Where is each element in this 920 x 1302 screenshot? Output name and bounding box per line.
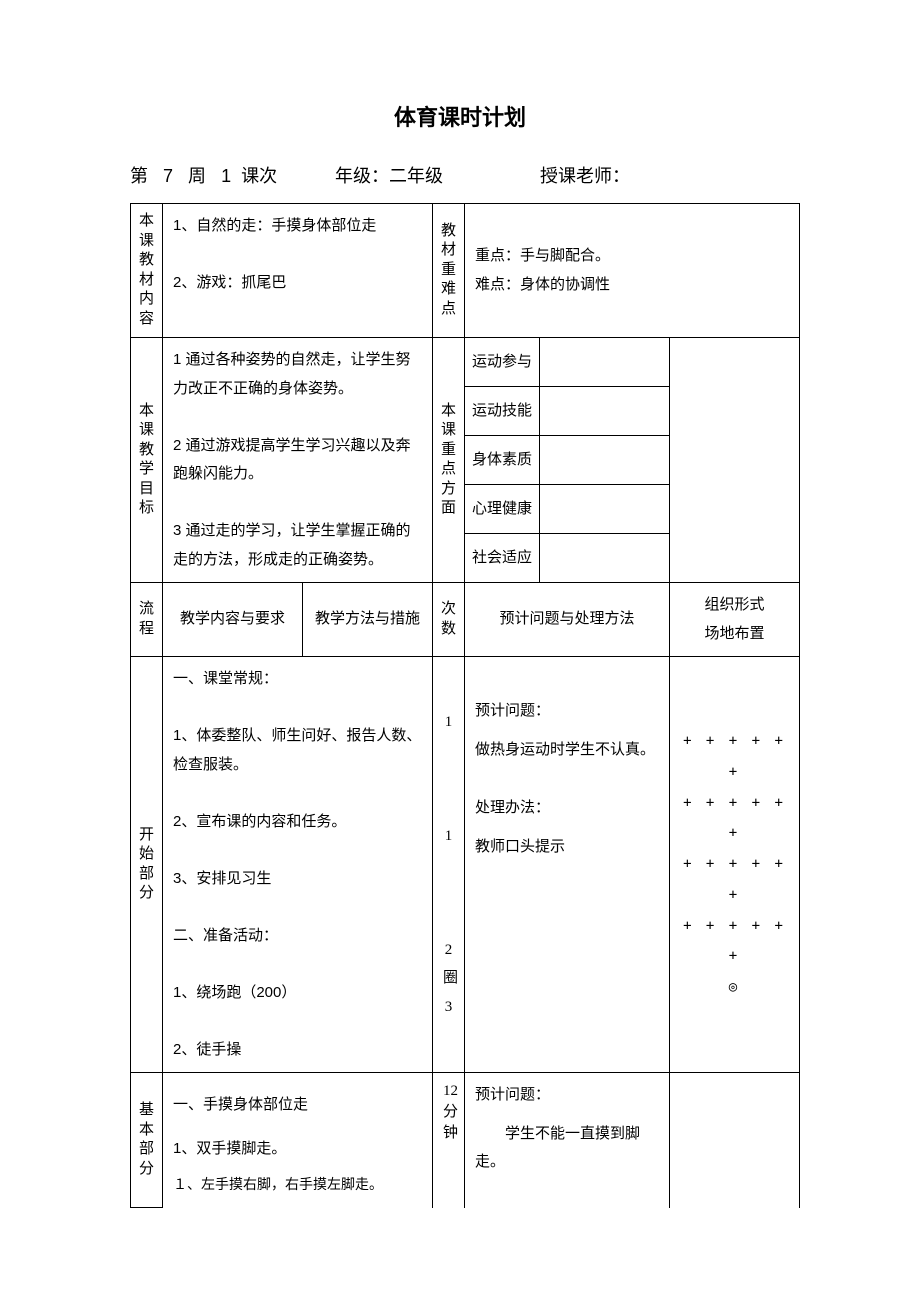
aspect-item: 心理健康	[465, 485, 540, 534]
header-process: 流程	[131, 583, 163, 657]
problems-body: 学生不能一直摸到脚走。	[475, 1120, 659, 1177]
label-material-content: 本课教材内容	[131, 204, 163, 338]
solution-body: 教师口头提示	[475, 833, 659, 862]
table-row: 本课教材内容 1、自然的走：手摸身体部位走 2、游戏：抓尾巴 教材重难点 重点：…	[131, 204, 800, 338]
aspect-blank	[540, 436, 670, 485]
teacher-label: 授课老师：	[540, 162, 630, 188]
table-row: 本课教学目标 1 通过各种姿势的自然走，让学生努力改正不正确的身体姿势。 2 通…	[131, 338, 800, 387]
aspect-right-blank	[670, 338, 800, 583]
basic-problems: 预计问题： 学生不能一直摸到脚走。	[465, 1073, 670, 1208]
basic-counts: 12分钟	[433, 1073, 465, 1208]
aspect-blank	[540, 387, 670, 436]
aspect-blank	[540, 338, 670, 387]
week-unit: 周	[188, 162, 206, 188]
basic-content: 一、手摸身体部位走 1、双手摸脚走。 １、左手摸右脚，右手摸左脚走。	[163, 1073, 433, 1208]
start-counts: 1 1 2圈 3	[433, 657, 465, 1073]
problems-label: 预计问题：	[475, 697, 659, 726]
header-methods: 教学方法与措施	[303, 583, 433, 657]
week-prefix: 第	[130, 162, 148, 188]
grade-label: 年级：	[335, 162, 389, 188]
label-teaching-goals: 本课教学目标	[131, 338, 163, 583]
basic-item-2: １、左手摸右脚，右手摸左脚走。	[173, 1173, 422, 1200]
problems-label: 预计问题：	[475, 1081, 659, 1110]
problems-body: 做热身运动时学生不认真。	[475, 736, 659, 765]
aspect-item: 社会适应	[465, 534, 540, 583]
material-content: 1、自然的走：手摸身体部位走 2、游戏：抓尾巴	[163, 204, 433, 338]
aspect-blank	[540, 485, 670, 534]
basic-item-1: 1、双手摸脚走。	[173, 1135, 422, 1164]
grade-value: 二年级	[389, 162, 443, 188]
start-content: 一、课堂常规： 1、体委整队、师生问好、报告人数、检查服装。 2、宣布课的内容和…	[163, 657, 433, 1073]
aspect-item: 身体素质	[465, 436, 540, 485]
formation-layout: + + + + + + + + + + + + + + + + + + + + …	[670, 657, 800, 1073]
teaching-goals-content: 1 通过各种姿势的自然走，让学生努力改正不正确的身体姿势。 2 通过游戏提高学生…	[163, 338, 433, 583]
table-row: 流程 教学内容与要求 教学方法与措施 次数 预计问题与处理方法 组织形式 场地布…	[131, 583, 800, 657]
label-key-difficulty: 教材重难点	[433, 204, 465, 338]
header-problems: 预计问题与处理方法	[465, 583, 670, 657]
label-start-part: 开始部分	[131, 657, 163, 1073]
aspect-item: 运动技能	[465, 387, 540, 436]
label-key-aspects: 本课重点方面	[433, 338, 465, 583]
solution-label: 处理办法：	[475, 794, 659, 823]
aspect-item: 运动参与	[465, 338, 540, 387]
lesson-plan-table: 本课教材内容 1、自然的走：手摸身体部位走 2、游戏：抓尾巴 教材重难点 重点：…	[130, 203, 800, 1208]
header-content-req: 教学内容与要求	[163, 583, 303, 657]
week-block: 第 7 周 1 课次	[130, 162, 330, 188]
page-title: 体育课时计划	[130, 100, 790, 132]
header-formation: 组织形式 场地布置	[670, 583, 800, 657]
basic-heading: 一、手摸身体部位走	[173, 1091, 422, 1120]
basic-formation	[670, 1073, 800, 1208]
key-difficulty-content: 重点：手与脚配合。 难点：身体的协调性	[465, 204, 800, 338]
grade-block: 年级：二年级	[335, 162, 535, 188]
subtitle-row: 第 7 周 1 课次 年级：二年级 授课老师：	[130, 162, 790, 188]
teacher-block: 授课老师：	[540, 162, 630, 188]
label-basic-part: 基本部分	[131, 1073, 163, 1208]
lesson-num: 1	[221, 166, 231, 187]
table-row: 开始部分 一、课堂常规： 1、体委整队、师生问好、报告人数、检查服装。 2、宣布…	[131, 657, 800, 1073]
start-problems: 预计问题： 做热身运动时学生不认真。 处理办法： 教师口头提示	[465, 657, 670, 1073]
aspect-blank	[540, 534, 670, 583]
lesson-unit: 课次	[241, 162, 277, 188]
week-num: 7	[163, 166, 173, 187]
header-count: 次数	[433, 583, 465, 657]
table-row: 基本部分 一、手摸身体部位走 1、双手摸脚走。 １、左手摸右脚，右手摸左脚走。 …	[131, 1073, 800, 1208]
